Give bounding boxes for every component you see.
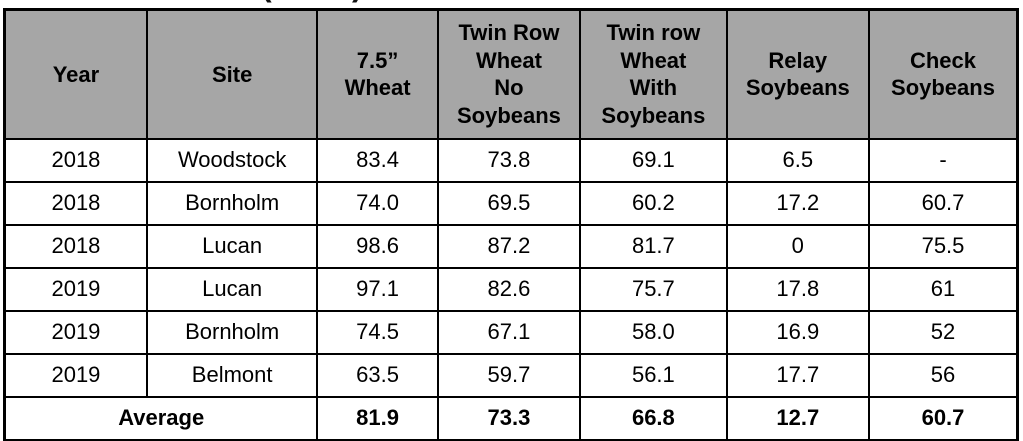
cell-site: Lucan [145,223,319,269]
table-row: 2018 Lucan 98.6 87.2 81.7 0 75.5 [3,223,1019,269]
column-header-twin-row-no-soybeans: Twin Row Wheat No Soybeans [436,8,582,140]
cell-twin-with: 58.0 [579,309,728,355]
cell-site: Lucan [145,266,319,312]
cell-twin-no: 59.7 [436,352,582,398]
cell-site: Bornholm [145,309,319,355]
column-header-label: Year [52,61,100,87]
cell-relay: 16.9 [725,309,870,355]
table-row: 2019 Belmont 63.5 59.7 56.1 17.7 56 [3,352,1019,398]
cell-check: 75.5 [867,223,1019,269]
average-twin-with: 66.8 [579,395,728,441]
cropped-caption-fragment: ( ) [0,0,1023,8]
cell-twin-no: 69.5 [436,180,582,226]
cell-relay: 17.8 [725,266,870,312]
cell-twin-with: 81.7 [579,223,728,269]
cell-site: Belmont [145,352,319,398]
caption-paren-open: ( [261,0,272,4]
cell-site: Woodstock [145,137,319,183]
caption-paren-close: ) [352,0,363,4]
table-footer: Average 81.9 73.3 66.8 12.7 60.7 [3,395,1019,441]
average-wheat-75: 81.9 [316,395,439,441]
cell-relay: 6.5 [725,137,870,183]
column-header-label: Check Soybeans [891,47,995,101]
cell-wheat-75: 83.4 [316,137,439,183]
cell-twin-with: 75.7 [579,266,728,312]
table-row: 2019 Lucan 97.1 82.6 75.7 17.8 61 [3,266,1019,312]
table-row: 2018 Woodstock 83.4 73.8 69.1 6.5 - [3,137,1019,183]
column-header-site: Site [145,8,319,140]
cell-check: 60.7 [867,180,1019,226]
table-row: 2018 Bornholm 74.0 69.5 60.2 17.2 60.7 [3,180,1019,226]
cell-year: 2019 [3,352,148,398]
column-header-twin-row-with-soybeans: Twin row Wheat With Soybeans [579,8,728,140]
cell-twin-no: 67.1 [436,309,582,355]
cell-wheat-75: 74.5 [316,309,439,355]
cell-check: - [867,137,1019,183]
cell-twin-no: 87.2 [436,223,582,269]
average-relay: 12.7 [725,395,870,441]
column-header-wheat-75: 7.5” Wheat [316,8,439,140]
cell-wheat-75: 98.6 [316,223,439,269]
cell-wheat-75: 74.0 [316,180,439,226]
cell-twin-with: 60.2 [579,180,728,226]
cell-wheat-75: 97.1 [316,266,439,312]
column-header-label: Twin Row Wheat No Soybeans [456,20,561,128]
column-header-label: Site [211,61,253,87]
average-label: Average [3,395,319,441]
cell-twin-no: 82.6 [436,266,582,312]
column-header-label: Relay Soybeans [745,47,850,101]
column-header-label: 7.5” Wheat [344,47,411,101]
cell-check: 61 [867,266,1019,312]
cell-twin-with: 56.1 [579,352,728,398]
average-twin-no: 73.3 [436,395,582,441]
column-header-relay-soybeans: Relay Soybeans [725,8,870,140]
cell-wheat-75: 63.5 [316,352,439,398]
column-header-year: Year [3,8,148,140]
table-header: Year Site 7.5” Wheat Twin Row Wheat No S… [3,8,1019,140]
cell-check: 52 [867,309,1019,355]
table-body: 2018 Woodstock 83.4 73.8 69.1 6.5 - 2018… [3,137,1019,398]
cell-relay: 17.2 [725,180,870,226]
column-header-check-soybeans: Check Soybeans [867,8,1019,140]
cell-check: 56 [867,352,1019,398]
cell-relay: 17.7 [725,352,870,398]
table-row: 2019 Bornholm 74.5 67.1 58.0 16.9 52 [3,309,1019,355]
cell-year: 2018 [3,223,148,269]
average-row: Average 81.9 73.3 66.8 12.7 60.7 [3,395,1019,441]
yield-comparison-table: Year Site 7.5” Wheat Twin Row Wheat No S… [3,8,1019,441]
cell-year: 2018 [3,180,148,226]
average-check: 60.7 [867,395,1019,441]
cell-twin-no: 73.8 [436,137,582,183]
header-row: Year Site 7.5” Wheat Twin Row Wheat No S… [3,8,1019,140]
column-header-label: Twin row Wheat With Soybeans [601,20,706,128]
cell-year: 2019 [3,266,148,312]
cell-relay: 0 [725,223,870,269]
cell-twin-with: 69.1 [579,137,728,183]
cell-year: 2019 [3,309,148,355]
cell-site: Bornholm [145,180,319,226]
cell-year: 2018 [3,137,148,183]
